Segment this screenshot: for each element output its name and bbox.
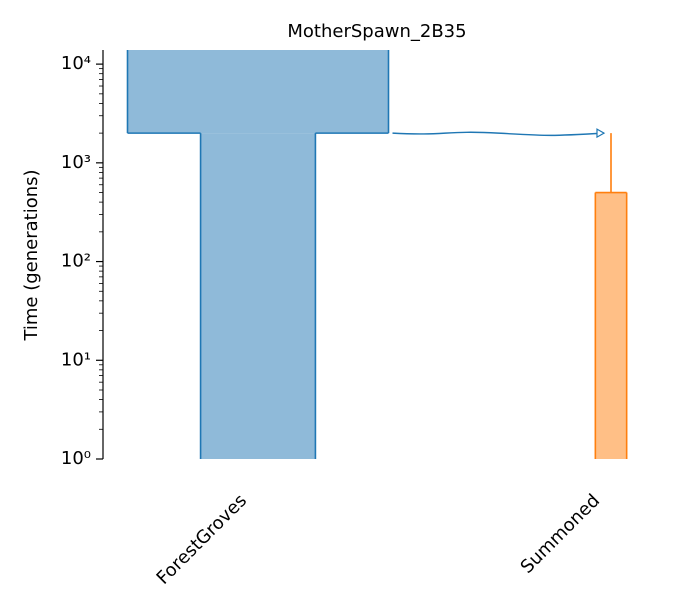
y-tick-label: 10¹ (61, 349, 91, 370)
y-axis-label: Time (generations) (21, 169, 42, 341)
deme-epoch (595, 192, 627, 460)
x-tick-label: ForestGroves (153, 490, 252, 589)
y-tick-label: 10⁴ (61, 53, 91, 74)
deme-epoch (127, 50, 389, 134)
y-tick-label: 10³ (61, 152, 91, 173)
y-tick-label: 10² (61, 251, 91, 272)
arrow-head (596, 128, 606, 139)
x-tick-label: Summoned (517, 490, 605, 578)
y-tick-label: 10⁰ (61, 448, 91, 469)
chart-title: MotherSpawn_2B35 (287, 21, 466, 42)
deme-epoch (200, 133, 316, 459)
pulse-arrow (392, 131, 605, 137)
